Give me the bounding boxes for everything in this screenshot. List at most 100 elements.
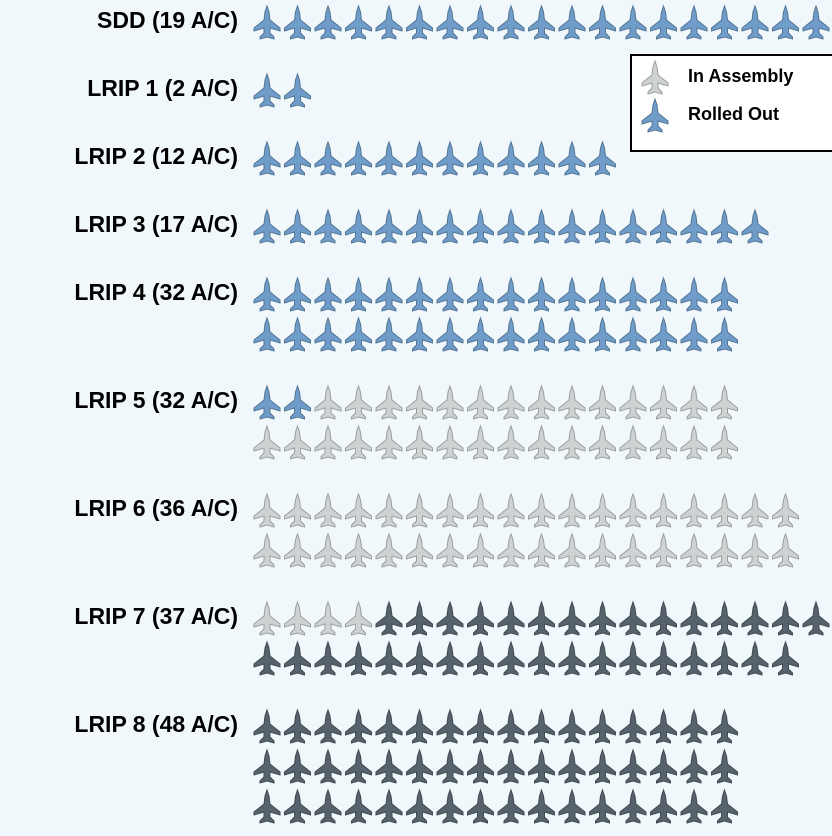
aircraft-icon [681,750,707,783]
aircraft-icon [681,494,707,527]
aircraft-icon [529,642,555,675]
aircraft-icon [590,142,616,175]
aircraft-icon [498,210,524,243]
aircraft-icon [590,210,616,243]
aircraft-icon [254,790,280,823]
aircraft-icon [590,710,616,743]
aircraft-icon [590,494,616,527]
aircraft-icon [590,534,616,567]
aircraft-icon [651,210,677,243]
aircraft-icon [315,710,341,743]
aircraft-icon [773,602,799,635]
aircraft-icon [590,642,616,675]
aircraft-icon [590,6,616,39]
aircraft-icon [407,278,433,311]
aircraft-icon [773,642,799,675]
aircraft-icon [285,790,311,823]
aircraft-icon [315,426,341,459]
aircraft-icon [498,790,524,823]
aircraft-icon [590,426,616,459]
aircraft-icon [437,142,463,175]
aircraft-icon [681,210,707,243]
category-label: LRIP 2 (12 A/C) [74,143,238,169]
aircraft-icon [742,210,768,243]
aircraft-icon [376,750,402,783]
aircraft-icon [559,710,585,743]
aircraft-icon [590,278,616,311]
aircraft-icon [803,6,829,39]
aircraft-icon [559,602,585,635]
aircraft-icon [285,142,311,175]
aircraft-icon [315,642,341,675]
aircraft-icon [254,210,280,243]
aircraft-icon [437,278,463,311]
aircraft-icon [285,602,311,635]
aircraft-icon [559,210,585,243]
chart: SDD (19 A/C)LRIP 1 (2 A/C)LRIP 2 (12 A/C… [0,0,832,836]
aircraft-icon [407,790,433,823]
aircraft-icon [529,210,555,243]
aircraft-icon [712,534,738,567]
aircraft-icon [437,494,463,527]
aircraft-icon [651,602,677,635]
aircraft-icon [559,6,585,39]
category-label: LRIP 1 (2 A/C) [87,75,238,101]
aircraft-icon [620,534,646,567]
aircraft-icon [346,710,372,743]
aircraft-icon [468,278,494,311]
aircraft-icon [376,142,402,175]
aircraft-icon [376,318,402,351]
aircraft-icon [346,750,372,783]
aircraft-icon [254,426,280,459]
aircraft-icon [315,534,341,567]
aircraft-icon [376,426,402,459]
aircraft-icon [712,642,738,675]
aircraft-icon [498,142,524,175]
aircraft-icon [620,318,646,351]
aircraft-icon [559,318,585,351]
aircraft-icon [529,534,555,567]
aircraft-icon [529,6,555,39]
aircraft-icon [529,602,555,635]
aircraft-icon [407,494,433,527]
aircraft-icon [498,426,524,459]
category-label: LRIP 6 (36 A/C) [74,495,238,521]
aircraft-icon [376,602,402,635]
aircraft-icon [498,602,524,635]
aircraft-icon [620,790,646,823]
aircraft-icon [651,386,677,419]
aircraft-icon [712,6,738,39]
aircraft-icon [254,494,280,527]
aircraft-icon [315,790,341,823]
aircraft-icon [346,278,372,311]
aircraft-icon [468,386,494,419]
aircraft-icon [437,790,463,823]
page: SDD (19 A/C)LRIP 1 (2 A/C)LRIP 2 (12 A/C… [0,0,832,836]
aircraft-icon [376,278,402,311]
aircraft-icon [285,210,311,243]
aircraft-icon [620,494,646,527]
aircraft-icon [559,642,585,675]
aircraft-icon [437,534,463,567]
aircraft-icon [529,318,555,351]
aircraft-icon [498,710,524,743]
aircraft-icon [559,494,585,527]
aircraft-icon [651,790,677,823]
aircraft-icon [315,750,341,783]
aircraft-icon [468,210,494,243]
aircraft-icon [620,386,646,419]
aircraft-icon [559,790,585,823]
aircraft-icon [285,74,311,107]
aircraft-icon [437,386,463,419]
aircraft-icon [559,750,585,783]
aircraft-icon [681,534,707,567]
category-label: LRIP 3 (17 A/C) [74,211,238,237]
aircraft-icon [315,602,341,635]
aircraft-icon [254,278,280,311]
aircraft-icon [468,602,494,635]
aircraft-icon [590,750,616,783]
aircraft-icon [498,278,524,311]
aircraft-icon [620,210,646,243]
aircraft-icon [742,494,768,527]
